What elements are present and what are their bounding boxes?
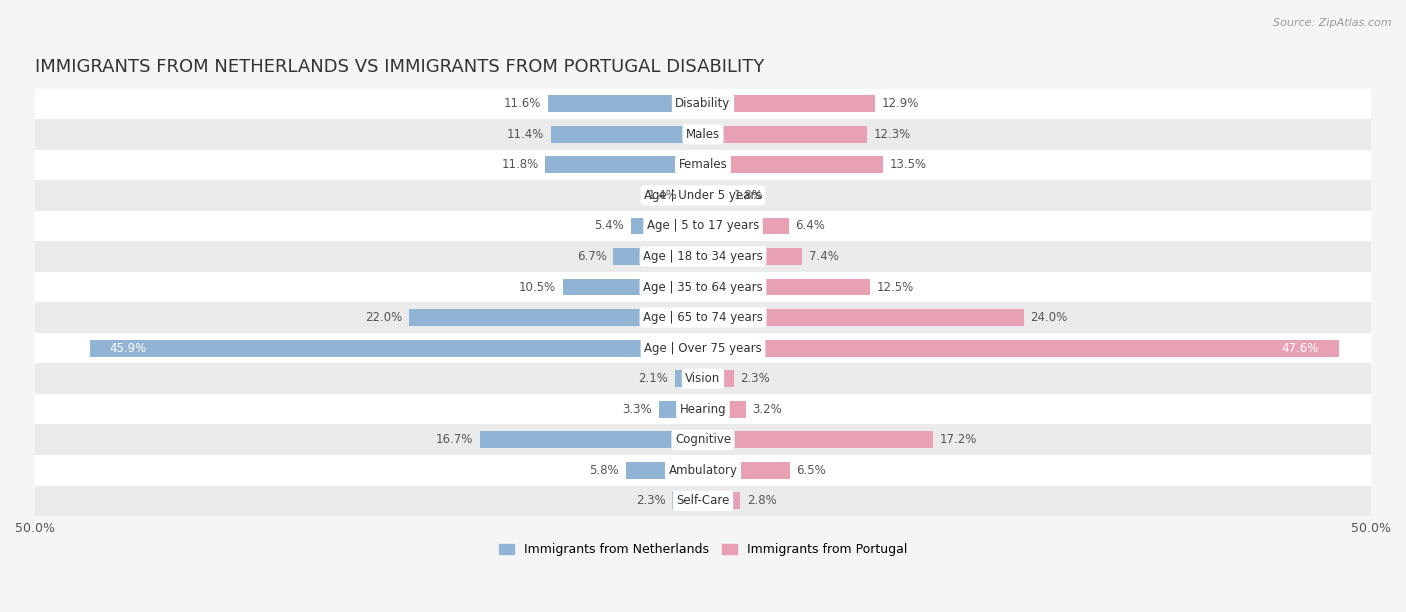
Text: 22.0%: 22.0% [366, 311, 402, 324]
Text: 10.5%: 10.5% [519, 280, 555, 294]
Bar [35, 149, 1371, 180]
Text: 47.6%: 47.6% [1281, 341, 1319, 354]
Text: Age | 35 to 64 years: Age | 35 to 64 years [643, 280, 763, 294]
Text: 5.4%: 5.4% [595, 220, 624, 233]
Text: Age | Under 5 years: Age | Under 5 years [644, 189, 762, 202]
Text: 7.4%: 7.4% [808, 250, 838, 263]
Text: Age | 5 to 17 years: Age | 5 to 17 years [647, 220, 759, 233]
Text: Ambulatory: Ambulatory [668, 464, 738, 477]
Bar [703, 493, 741, 509]
Text: 24.0%: 24.0% [1031, 311, 1067, 324]
Text: 12.5%: 12.5% [877, 280, 914, 294]
Text: 2.3%: 2.3% [636, 494, 665, 507]
Bar [35, 272, 1371, 302]
Bar [659, 401, 703, 417]
Bar [703, 187, 727, 204]
Bar [626, 462, 703, 479]
Bar [703, 401, 745, 417]
Bar [703, 248, 801, 265]
Text: 3.2%: 3.2% [752, 403, 782, 416]
Text: 2.1%: 2.1% [638, 372, 668, 385]
Text: 2.8%: 2.8% [747, 494, 778, 507]
Bar [672, 493, 703, 509]
Bar [703, 278, 870, 296]
Text: Cognitive: Cognitive [675, 433, 731, 446]
Bar [35, 119, 1371, 149]
Bar [35, 89, 1371, 119]
Bar [703, 157, 883, 173]
Bar [35, 211, 1371, 241]
Text: 16.7%: 16.7% [436, 433, 474, 446]
Text: 6.4%: 6.4% [796, 220, 825, 233]
Text: 45.9%: 45.9% [110, 341, 148, 354]
Text: 3.3%: 3.3% [623, 403, 652, 416]
Bar [562, 278, 703, 296]
Text: 6.5%: 6.5% [797, 464, 827, 477]
Text: Self-Care: Self-Care [676, 494, 730, 507]
Bar [703, 462, 790, 479]
Bar [35, 364, 1371, 394]
Bar [551, 126, 703, 143]
Text: 6.7%: 6.7% [576, 250, 607, 263]
Bar [703, 340, 1339, 357]
Text: Age | Over 75 years: Age | Over 75 years [644, 341, 762, 354]
Bar [35, 425, 1371, 455]
Bar [35, 394, 1371, 425]
Bar [703, 370, 734, 387]
Text: IMMIGRANTS FROM NETHERLANDS VS IMMIGRANTS FROM PORTUGAL DISABILITY: IMMIGRANTS FROM NETHERLANDS VS IMMIGRANT… [35, 58, 765, 76]
Text: Age | 18 to 34 years: Age | 18 to 34 years [643, 250, 763, 263]
Legend: Immigrants from Netherlands, Immigrants from Portugal: Immigrants from Netherlands, Immigrants … [494, 538, 912, 561]
Text: Hearing: Hearing [679, 403, 727, 416]
Bar [703, 95, 876, 112]
Text: 5.8%: 5.8% [589, 464, 619, 477]
Bar [35, 485, 1371, 516]
Bar [548, 95, 703, 112]
Text: 1.4%: 1.4% [648, 189, 678, 202]
Text: Vision: Vision [685, 372, 721, 385]
Text: 12.9%: 12.9% [882, 97, 920, 110]
Text: Disability: Disability [675, 97, 731, 110]
Bar [675, 370, 703, 387]
Text: 12.3%: 12.3% [875, 128, 911, 141]
Bar [703, 431, 932, 448]
Bar [703, 217, 789, 234]
Text: Males: Males [686, 128, 720, 141]
Text: 17.2%: 17.2% [939, 433, 977, 446]
Bar [35, 455, 1371, 485]
Text: 11.6%: 11.6% [503, 97, 541, 110]
Bar [479, 431, 703, 448]
Bar [631, 217, 703, 234]
Bar [35, 302, 1371, 333]
Bar [35, 333, 1371, 364]
Bar [90, 340, 703, 357]
Bar [685, 187, 703, 204]
Bar [409, 309, 703, 326]
Bar [703, 309, 1024, 326]
Text: 2.3%: 2.3% [741, 372, 770, 385]
Text: Source: ZipAtlas.com: Source: ZipAtlas.com [1274, 18, 1392, 28]
Bar [703, 126, 868, 143]
Text: 11.8%: 11.8% [502, 159, 538, 171]
Text: 11.4%: 11.4% [506, 128, 544, 141]
Text: Females: Females [679, 159, 727, 171]
Bar [35, 180, 1371, 211]
Text: Age | 65 to 74 years: Age | 65 to 74 years [643, 311, 763, 324]
Text: 1.8%: 1.8% [734, 189, 763, 202]
Bar [613, 248, 703, 265]
Bar [546, 157, 703, 173]
Bar [35, 241, 1371, 272]
Text: 13.5%: 13.5% [890, 159, 927, 171]
